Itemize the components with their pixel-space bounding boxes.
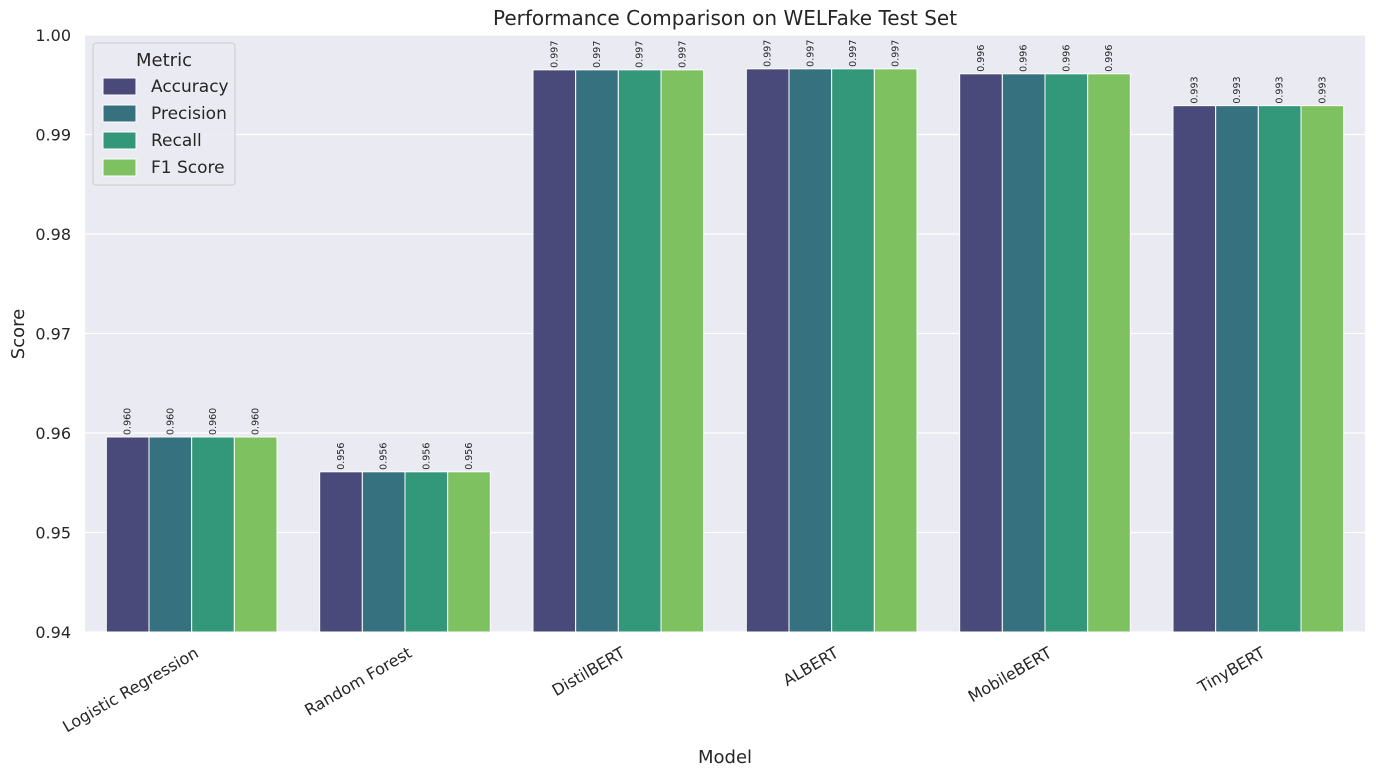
- gridlines: [85, 34, 1365, 633]
- bar-recall: [1257, 105, 1302, 633]
- bar-recall: [404, 471, 449, 633]
- bar-accuracy: [319, 471, 363, 633]
- legend-swatch: [102, 158, 137, 177]
- legend-label: Accuracy: [151, 77, 229, 97]
- x-axis-title: Model: [698, 747, 752, 768]
- data-label: 0.993: [1317, 76, 1328, 103]
- data-label: 0.993: [1275, 76, 1286, 103]
- x-tick-label: Logistic Regression: [59, 643, 201, 736]
- bar-f1-score: [447, 471, 491, 633]
- bar-recall: [617, 69, 662, 633]
- legend-label: Recall: [151, 131, 202, 151]
- data-label: 0.997: [592, 41, 603, 68]
- y-tick-label: 0.96: [35, 424, 71, 443]
- data-label: 0.960: [208, 408, 219, 435]
- legend: Metric Accuracy Precision Recall F1 Score: [92, 42, 236, 186]
- bar-precision: [575, 69, 619, 633]
- data-label: 0.993: [1232, 76, 1243, 103]
- y-tick-label: 0.99: [35, 126, 71, 145]
- x-axis-ticks: Logistic Regression Random Forest DistilBE…: [59, 643, 1268, 736]
- bar-precision: [788, 68, 833, 633]
- data-labels: 0.960 0.960 0.960 0.960 0.956 0.956 0.956 0.956…: [123, 40, 1329, 470]
- legend-title: Metric: [136, 50, 192, 71]
- data-label: 0.997: [635, 41, 646, 68]
- legend-label: F1 Score: [151, 158, 225, 178]
- data-label: 0.956: [464, 443, 475, 470]
- x-tick-label: ALBERT: [780, 643, 842, 690]
- bar-recall: [831, 68, 875, 633]
- bar-accuracy: [745, 68, 790, 633]
- bar-precision: [148, 436, 193, 633]
- data-label: 0.996: [1104, 45, 1115, 72]
- y-tick-label: 0.97: [35, 325, 71, 344]
- y-tick-label: 0.94: [35, 623, 71, 642]
- data-label: 0.997: [805, 40, 816, 67]
- data-label: 0.997: [848, 40, 859, 67]
- legend-swatch: [102, 131, 137, 150]
- data-label: 0.997: [677, 41, 688, 68]
- y-tick-label: 1.00: [35, 26, 71, 45]
- legend-swatch: [102, 104, 137, 123]
- bar-f1-score: [660, 69, 705, 633]
- bar-precision: [1215, 105, 1259, 633]
- data-label: 0.997: [891, 40, 902, 67]
- bar-accuracy: [532, 69, 577, 633]
- bar-recall: [191, 436, 235, 633]
- y-tick-label: 0.98: [35, 225, 71, 244]
- y-axis-title: Score: [8, 309, 29, 359]
- data-label: 0.997: [763, 40, 774, 67]
- chart-title: Performance Comparison on WELFake Test S…: [493, 6, 957, 30]
- x-tick-label: Random Forest: [301, 643, 415, 720]
- data-label: 0.960: [251, 408, 262, 435]
- data-label: 0.997: [549, 41, 560, 68]
- bar-precision: [1001, 73, 1046, 633]
- data-label: 0.960: [165, 408, 176, 435]
- x-tick-label: TinyBERT: [1194, 643, 1269, 697]
- bars: [105, 68, 1345, 633]
- bar-f1-score: [233, 436, 278, 633]
- bar-recall: [1044, 73, 1089, 633]
- data-label: 0.996: [1061, 45, 1072, 72]
- bar-accuracy: [959, 73, 1003, 633]
- data-label: 0.956: [421, 443, 432, 470]
- data-label: 0.996: [976, 45, 987, 72]
- bar-accuracy: [1172, 105, 1217, 633]
- x-tick-label: MobileBERT: [965, 643, 1055, 706]
- data-label: 0.960: [123, 408, 134, 435]
- bar-f1-score: [1300, 105, 1345, 633]
- bar-f1-score: [873, 68, 918, 633]
- data-label: 0.996: [1019, 45, 1030, 72]
- x-tick-label: DistilBERT: [549, 643, 629, 700]
- y-axis-ticks: 0.94 0.95 0.96 0.97 0.98 0.99 1.00: [35, 26, 71, 642]
- bar-precision: [361, 471, 406, 633]
- legend-label: Precision: [151, 104, 227, 124]
- data-label: 0.956: [336, 443, 347, 470]
- data-label: 0.993: [1189, 76, 1200, 103]
- y-tick-label: 0.95: [35, 524, 71, 543]
- data-label: 0.956: [379, 443, 390, 470]
- bar-f1-score: [1087, 73, 1131, 633]
- bar-accuracy: [105, 436, 150, 633]
- legend-swatch: [102, 77, 137, 96]
